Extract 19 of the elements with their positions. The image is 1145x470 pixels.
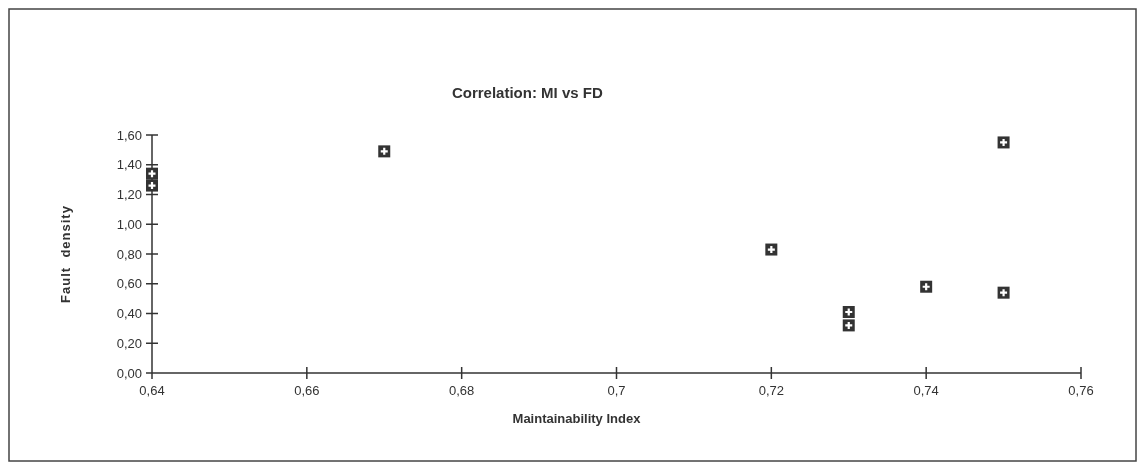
x-axis-title: Maintainability Index xyxy=(512,411,642,426)
x-tick-label: 0,74 xyxy=(913,383,939,398)
x-tick-label: 0,7 xyxy=(607,383,626,398)
y-axis-title: Fault density xyxy=(58,205,73,303)
y-tick-label: 1,20 xyxy=(116,187,142,202)
y-tick-label: 0,00 xyxy=(116,365,142,381)
y-tick-label: 0,80 xyxy=(116,246,142,262)
y-tick-label: 1,40 xyxy=(116,157,142,173)
y-tick-label: 0,40 xyxy=(116,306,142,321)
y-tick-label: 0,20 xyxy=(116,335,142,351)
x-tick-label: 0,68 xyxy=(449,383,475,398)
chart-title: Correlation: MI vs FD xyxy=(451,84,603,101)
y-tick-label: 0,60 xyxy=(116,276,142,292)
x-tick-label: 0,76 xyxy=(1068,383,1094,398)
x-tick-label: 0,64 xyxy=(139,383,165,398)
y-tick-label: 1,60 xyxy=(116,127,142,143)
y-tick-label: 1,00 xyxy=(116,216,142,232)
x-tick-label: 0,66 xyxy=(294,383,320,398)
x-tick-label: 0,72 xyxy=(758,383,784,398)
